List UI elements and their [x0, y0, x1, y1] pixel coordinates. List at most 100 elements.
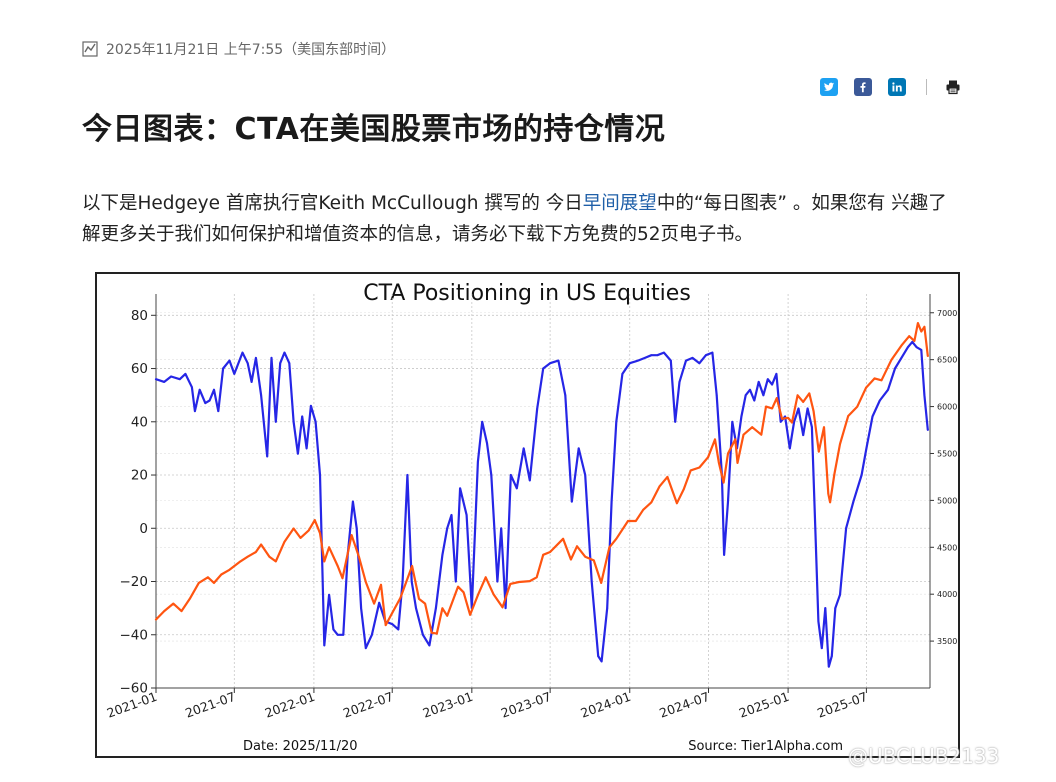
cta-positioning-point: [446, 527, 449, 530]
cta-positioning-point: [371, 633, 373, 636]
cta-positioning-point: [255, 357, 257, 359]
index-series-point: [469, 613, 471, 616]
cta-positioning-point: [871, 415, 874, 418]
cta-positioning-point: [305, 447, 308, 450]
cta-positioning-point: [878, 399, 881, 402]
index-series-point: [760, 433, 763, 436]
cta-positioning-point: [793, 420, 795, 423]
cta-positioning-point: [260, 394, 262, 397]
cta-positioning-point: [233, 373, 236, 375]
y-right-tick-label: 5500: [937, 449, 957, 458]
cta-positioning-point: [500, 527, 503, 530]
index-series-point: [817, 450, 820, 453]
index-series-point: [274, 560, 277, 563]
index-series-point: [380, 583, 382, 586]
facebook-icon[interactable]: [854, 78, 872, 96]
index-series-point: [391, 612, 394, 614]
index-series-point: [562, 537, 564, 540]
linkedin-icon[interactable]: [888, 78, 906, 96]
cta-positioning-point: [749, 388, 751, 391]
x-tick-label: 2022-01: [263, 689, 317, 721]
index-series-point: [722, 481, 725, 484]
index-series-point: [890, 358, 893, 361]
morning-outlook-link[interactable]: 早间展望: [582, 193, 657, 214]
cta-positioning-point: [270, 357, 273, 359]
index-series-point: [228, 568, 231, 571]
index-series-point: [364, 581, 367, 583]
index-series-point: [155, 618, 157, 621]
cta-positioning-point: [486, 442, 488, 444]
cta-positioning-point: [194, 410, 196, 412]
index-series-point: [446, 614, 449, 617]
index-series-point: [418, 598, 420, 600]
index-series-point: [829, 501, 831, 504]
chart-line-icon: [82, 41, 98, 57]
index-series-point: [765, 405, 767, 408]
cta-positioning-point: [292, 420, 295, 423]
index-series-point: [207, 576, 209, 579]
article-intro: 以下是Hedgeye 首席执行官Keith McCullough 撰写的 今日早…: [82, 188, 962, 250]
chart-source-label: Source: Tier1Alpha.com: [688, 739, 843, 754]
index-series-point: [197, 582, 200, 584]
index-series-point: [542, 553, 545, 556]
cta-positioning-point: [490, 474, 493, 476]
y-left-tick-label: −40: [120, 627, 149, 643]
cta-positioning-point: [644, 357, 646, 359]
cta-positioning-point: [222, 367, 224, 370]
cta-positioning-point: [802, 434, 805, 436]
cta-positioning-point: [564, 394, 567, 397]
index-series-point: [627, 520, 629, 522]
cta-positioning-point: [198, 388, 201, 391]
cta-positioning-point: [753, 399, 756, 402]
share-divider: [926, 79, 927, 95]
cta-positioning-point: [450, 514, 453, 516]
index-series-point: [676, 502, 678, 505]
index-series-point: [549, 551, 551, 553]
index-series-point: [373, 602, 375, 605]
cta-positioning-point: [678, 381, 681, 383]
index-series-point: [477, 594, 479, 596]
index-series-point: [323, 560, 326, 563]
cta-positioning-point: [283, 351, 286, 354]
cta-positioning-point: [217, 410, 220, 412]
index-series-point: [734, 438, 737, 441]
y-right-tick-label: 3500: [937, 637, 957, 646]
cta-positioning-point: [410, 580, 413, 583]
cta-positioning-point: [762, 394, 765, 397]
cta-positioning-point: [887, 388, 889, 391]
index-series-point: [812, 410, 815, 413]
index-series-point: [518, 581, 520, 583]
index-series-point: [424, 602, 426, 605]
cta-positioning-point: [784, 415, 786, 418]
index-series-point: [268, 555, 271, 558]
index-series-point: [576, 545, 578, 548]
index-series-point: [528, 580, 531, 582]
cta-positioning-point: [570, 500, 573, 503]
cta-positioning-point: [806, 407, 809, 410]
cta-positioning-point: [364, 647, 367, 649]
cta-positioning-point: [606, 607, 609, 609]
cta-positioning-point: [744, 394, 747, 397]
cta-positioning-point: [204, 402, 207, 404]
twitter-icon[interactable]: [820, 78, 838, 96]
cta-positioning-point: [391, 623, 394, 625]
index-series-point: [319, 532, 321, 535]
cta-positioning-point: [637, 359, 639, 362]
cta-positioning-point: [907, 346, 909, 349]
cta-positioning-point: [509, 474, 512, 476]
share-bar: [820, 78, 961, 96]
index-series-point: [827, 492, 830, 495]
cta-positioning-point: [342, 633, 345, 636]
index-series-point: [900, 344, 903, 347]
chart-date-label: Date: 2025/11/20: [243, 739, 358, 754]
index-series-point: [689, 469, 692, 472]
index-series-point: [430, 631, 433, 634]
cta-positioning-point: [428, 644, 431, 647]
cta-positioning-point: [378, 601, 381, 604]
cta-positioning-point: [213, 388, 215, 391]
cta-positioning-point: [757, 381, 760, 383]
y-left-tick-label: −20: [120, 574, 149, 590]
y-left-tick-label: 0: [139, 521, 148, 537]
print-icon[interactable]: [945, 79, 961, 95]
cta-positioning-point: [241, 351, 244, 354]
